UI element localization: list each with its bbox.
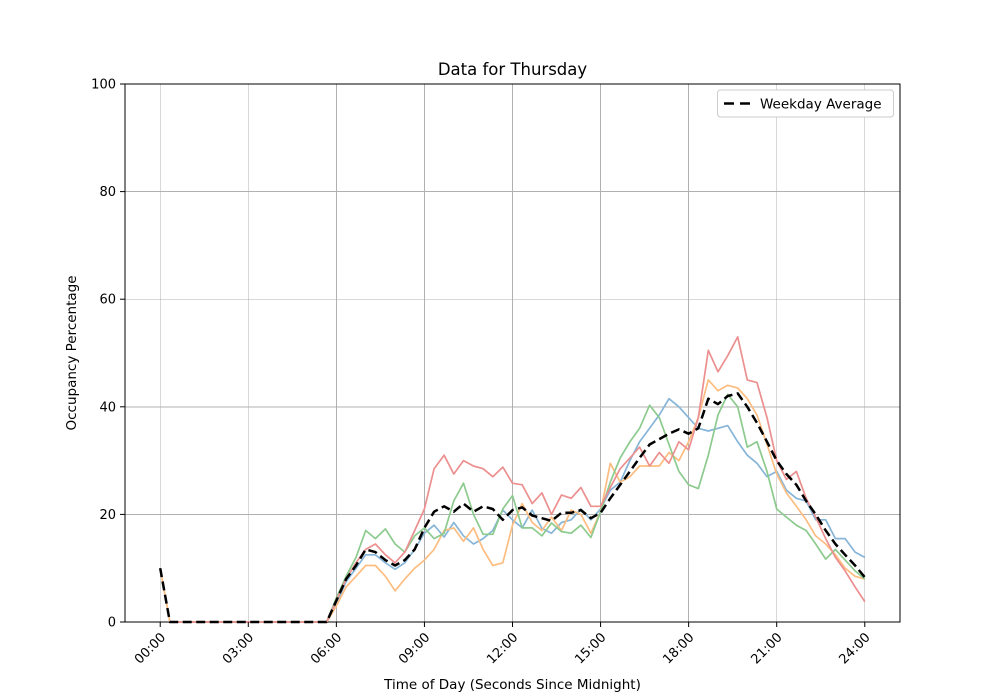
x-axis-label: Time of Day (Seconds Since Midnight) [383,677,641,693]
legend-box [717,89,894,118]
grid-layer [125,83,900,623]
x-tick-label: 15:00 [572,630,609,667]
x-tick-label: 03:00 [220,630,257,667]
y-tick-label: 60 [99,293,116,308]
x-tick-label: 09:00 [396,630,433,667]
series-line-weekday-average [158,392,866,624]
x-tick-label: 06:00 [308,630,345,667]
series-line-weekday-red [169,336,866,623]
x-tick-label: 18:00 [660,630,697,667]
y-tick-label: 40 [99,400,116,415]
series-layer [158,336,866,624]
y-axis-label: Occupancy Percentage [64,275,80,430]
y-tick-label: 0 [108,616,116,631]
x-tick-label: 24:00 [837,630,874,667]
tick-layer: 00:00 03:00 06:00 09:00 12:00 15:00 18:00 21:00… [91,78,873,668]
x-tick-label: 21:00 [748,630,785,667]
x-tick-label: 00:00 [132,630,169,667]
y-tick-label: 100 [91,78,116,93]
legend-label: Weekday Average [760,97,882,113]
legend: Weekday Average [717,89,894,118]
y-tick-label: 20 [99,508,116,523]
chart-title: Data for Thursday [438,60,588,79]
y-tick-label: 80 [99,185,116,200]
x-tick-label: 12:00 [484,630,521,667]
